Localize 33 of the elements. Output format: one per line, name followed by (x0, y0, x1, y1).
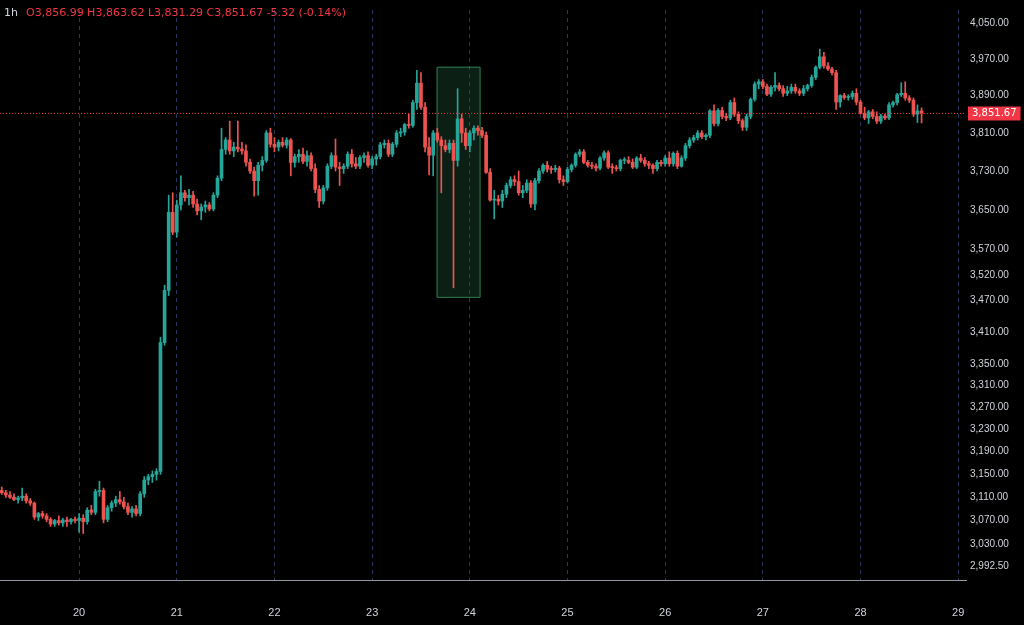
y-tick-label: 3,230.00 (970, 423, 1010, 435)
y-tick-label: 3,730.00 (970, 164, 1010, 176)
chart-subtitle: O3,856.99 H3,863.62 L3,831.29 C3,851.67 -5.32 (-0.14%) (25, 6, 347, 19)
x-tick-label: 29 (952, 605, 965, 618)
y-tick-label: 3,970.00 (970, 52, 1010, 64)
ref-line-label: 3,851.67 (972, 106, 1017, 118)
y-tick-label: 3,070.00 (970, 514, 1010, 526)
x-tick-label: 24 (463, 605, 476, 618)
x-tick-label: 28 (854, 605, 867, 618)
x-tick-label: 27 (756, 605, 769, 618)
y-tick-label: 3,110.00 (970, 491, 1009, 503)
y-tick-label: 3,570.00 (970, 243, 1010, 255)
y-tick-label: 3,470.00 (970, 294, 1010, 306)
x-tick-label: 25 (561, 605, 574, 618)
y-tick-label: 3,150.00 (970, 468, 1010, 480)
x-tick-label: 21 (170, 605, 183, 618)
y-tick-label: 3,350.00 (970, 357, 1010, 369)
y-tick-label: 3,270.00 (970, 401, 1010, 413)
y-tick-label: 3,810.00 (970, 126, 1010, 138)
x-tick-label: 20 (72, 605, 86, 618)
y-tick-label: 4,050.00 (970, 17, 1010, 28)
y-tick-label: 3,520.00 (970, 268, 1010, 280)
x-tick-label: 22 (268, 605, 281, 618)
y-tick-label: 3,310.00 (970, 379, 1010, 391)
y-tick-label: 2,992.50 (970, 560, 1010, 572)
x-tick-label: 23 (366, 605, 379, 618)
x-tick-label: 26 (659, 605, 672, 618)
y-tick-label: 3,890.00 (970, 89, 1010, 101)
y-tick-label: 3,030.00 (970, 537, 1010, 549)
y-tick-label: 3,190.00 (970, 445, 1010, 457)
y-tick-label: 3,410.00 (970, 325, 1010, 337)
y-tick-label: 3,650.00 (970, 203, 1010, 215)
chart-title: 1h (4, 6, 18, 19)
